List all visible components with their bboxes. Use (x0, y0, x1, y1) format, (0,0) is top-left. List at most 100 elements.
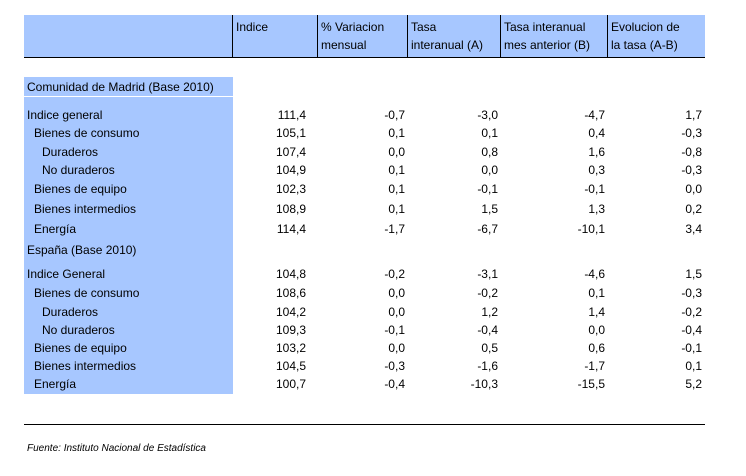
row-label: Indice General (27, 267, 106, 281)
cell-value: -0,2 (477, 286, 498, 300)
header-divider (607, 15, 608, 58)
cell-value: 1,4 (588, 305, 605, 319)
header-indice: Indice (236, 20, 269, 34)
cell-value: -6,7 (477, 222, 498, 236)
row-label: Bienes intermedios (34, 202, 137, 216)
cell-value: 0,1 (685, 359, 702, 373)
cell-value: 104,2 (275, 305, 306, 319)
cell-value: 0,0 (685, 182, 702, 196)
header-divider (407, 15, 408, 58)
cell-value: 0,1 (388, 163, 405, 177)
section-divider (24, 96, 233, 97)
cell-value: 0,3 (588, 163, 605, 177)
table-header (24, 15, 705, 58)
table-row: Duraderos 107,4 0,0 0,8 1,6 -0,8 (0, 144, 746, 161)
cell-value: -10,1 (577, 222, 605, 236)
cell-value: 105,1 (275, 126, 306, 140)
section-title-madrid: Comunidad de Madrid (Base 2010) (27, 80, 214, 94)
cell-value: -3,1 (477, 267, 498, 281)
cell-value: -10,3 (470, 377, 498, 391)
cell-value: 0,5 (481, 341, 498, 355)
cell-value: -1,6 (477, 359, 498, 373)
header-divider (317, 15, 318, 58)
cell-value: -15,5 (577, 377, 605, 391)
header-tasa-interanual: Tasa interanual (A) (411, 20, 484, 52)
cell-value: -0,4 (477, 323, 498, 337)
cell-value: -0,3 (681, 163, 702, 177)
header-evolucion-tasa: Evolucion de la tasa (A-B) (611, 20, 680, 52)
cell-value: 0,1 (388, 202, 405, 216)
table-row: Energía 100,7 -0,4 -10,3 -15,5 5,2 (0, 376, 746, 393)
cell-value: -1,7 (384, 222, 405, 236)
cell-value: 0,1 (388, 126, 405, 140)
table-row: No duraderos 109,3 -0,1 -0,4 0,0 -0,4 (0, 322, 746, 339)
cell-value: 0,4 (588, 126, 605, 140)
table-row: Indice general 111,4 -0,7 -3,0 -4,7 1,7 (0, 107, 746, 124)
cell-value: 0,8 (481, 145, 498, 159)
cell-value: 1,5 (685, 267, 702, 281)
cell-value: 0,2 (685, 202, 702, 216)
table-row: Bienes de equipo 103,2 0,0 0,5 0,6 -0,1 (0, 340, 746, 357)
cell-value: 1,3 (588, 202, 605, 216)
cell-value: 0,0 (481, 163, 498, 177)
row-label: Energía (34, 377, 77, 391)
cell-value: -0,7 (384, 108, 405, 122)
cell-value: -0,1 (477, 182, 498, 196)
cell-value: -0,4 (384, 377, 405, 391)
cell-value: 107,4 (275, 145, 306, 159)
table-row: Bienes intermedios 104,5 -0,3 -1,6 -1,7 0,1 (0, 358, 746, 375)
row-label: No duraderos (42, 323, 115, 337)
cell-value: 0,1 (588, 286, 605, 300)
table-bottom-rule (24, 424, 705, 425)
cell-value: 114,4 (276, 222, 306, 236)
table-row: Indice General 104,8 -0,2 -3,1 -4,6 1,5 (0, 266, 746, 283)
table-row: Bienes de consumo 108,6 0,0 -0,2 0,1 -0,3 (0, 285, 746, 302)
table-row: No duraderos 104,9 0,1 0,0 0,3 -0,3 (0, 162, 746, 179)
cell-value: 0,0 (388, 286, 405, 300)
cell-value: -0,8 (681, 145, 702, 159)
row-label: No duraderos (42, 163, 115, 177)
table-row: Bienes intermedios 108,9 0,1 1,5 1,3 0,2 (0, 201, 746, 218)
header-tasa-mes-anterior: Tasa interanual mes anterior (B) (504, 20, 591, 52)
row-label: Duraderos (42, 305, 99, 319)
cell-value: 109,3 (275, 323, 306, 337)
cell-value: -0,3 (681, 286, 702, 300)
cell-value: -0,1 (584, 182, 605, 196)
cell-value: 102,3 (275, 182, 306, 196)
cell-value: 0,0 (588, 323, 605, 337)
cell-value: -0,3 (681, 126, 702, 140)
row-label: Duraderos (42, 145, 99, 159)
cell-value: -0,4 (681, 323, 702, 337)
cell-value: 111,4 (277, 108, 306, 122)
header-divider (232, 15, 233, 58)
label-column-background (24, 77, 233, 394)
cell-value: 1,2 (481, 305, 498, 319)
cell-value: -0,1 (384, 323, 405, 337)
cell-value: 1,6 (588, 145, 605, 159)
header-divider (500, 15, 501, 58)
row-label: Energía (34, 222, 77, 236)
cell-value: 104,8 (275, 267, 306, 281)
cell-value: -4,6 (584, 267, 605, 281)
cell-value: 5,2 (685, 377, 702, 391)
row-label: Indice general (27, 108, 103, 122)
cell-value: 108,6 (275, 286, 306, 300)
cell-value: 1,7 (685, 108, 702, 122)
cell-value: 0,1 (481, 126, 498, 140)
cell-value: 0,0 (388, 305, 405, 319)
section-title-espana: España (Base 2010) (27, 243, 137, 257)
cell-value: -0,2 (384, 267, 405, 281)
cell-value: 0,0 (388, 341, 405, 355)
row-label: Bienes de equipo (34, 182, 127, 196)
cell-value: -0,2 (681, 305, 702, 319)
cell-value: 0,6 (588, 341, 605, 355)
table-row: Bienes de equipo 102,3 0,1 -0,1 -0,1 0,0 (0, 181, 746, 198)
row-label: Bienes de equipo (34, 341, 127, 355)
cell-value: 108,9 (275, 202, 306, 216)
cell-value: 0,1 (388, 182, 405, 196)
table-row: Duraderos 104,2 0,0 1,2 1,4 -0,2 (0, 304, 746, 321)
cell-value: 104,9 (275, 163, 306, 177)
cell-value: 104,5 (275, 359, 306, 373)
cell-value: 1,5 (481, 202, 498, 216)
cell-value: 103,2 (275, 341, 306, 355)
